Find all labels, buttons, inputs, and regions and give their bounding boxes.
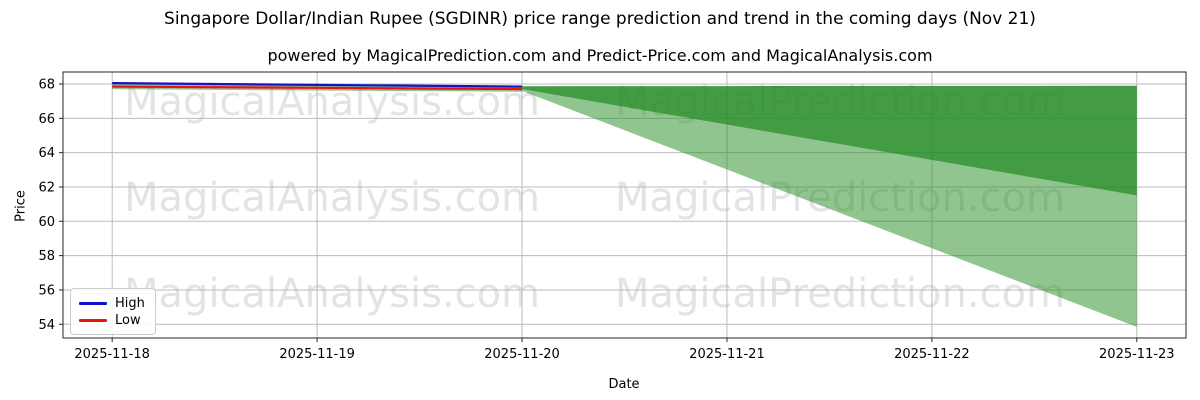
y-tick-label: 64 [38, 146, 55, 161]
y-tick-label: 54 [38, 318, 55, 333]
y-axis-label: Price [13, 190, 29, 222]
watermark-analysis: MagicalAnalysis.com [123, 79, 541, 125]
x-tick-label: 2025-11-21 [689, 347, 765, 362]
x-tick-label: 2025-11-20 [484, 347, 560, 362]
watermark-analysis: MagicalAnalysis.com [123, 271, 541, 317]
legend-label-low: Low [115, 313, 141, 328]
low-line-swatch [79, 319, 107, 322]
x-tick-label: 2025-11-23 [1099, 347, 1175, 362]
legend-item-high: High [79, 295, 147, 312]
chart-title: Singapore Dollar/Indian Rupee (SGDINR) p… [164, 9, 1036, 29]
y-tick-label: 56 [38, 283, 55, 298]
chart-subtitle: powered by MagicalPrediction.com and Pre… [267, 46, 933, 65]
watermark-prediction: MagicalPrediction.com [615, 79, 1065, 125]
watermark-prediction: MagicalPrediction.com [615, 175, 1065, 221]
x-tick-label: 2025-11-18 [74, 347, 150, 362]
legend: High Low [70, 288, 156, 335]
legend-label-high: High [115, 296, 145, 311]
y-tick-label: 62 [38, 180, 55, 195]
y-tick-label: 66 [38, 112, 55, 127]
x-axis-label: Date [608, 377, 640, 392]
watermark-analysis: MagicalAnalysis.com [123, 175, 541, 221]
y-tick-label: 60 [38, 215, 55, 230]
x-tick-label: 2025-11-19 [279, 347, 355, 362]
x-tick-label: 2025-11-22 [894, 347, 970, 362]
y-tick-label: 58 [38, 249, 55, 264]
y-tick-label: 68 [38, 78, 55, 93]
high-line-swatch [79, 302, 107, 305]
legend-item-low: Low [79, 312, 147, 329]
watermark-prediction: MagicalPrediction.com [615, 271, 1065, 317]
